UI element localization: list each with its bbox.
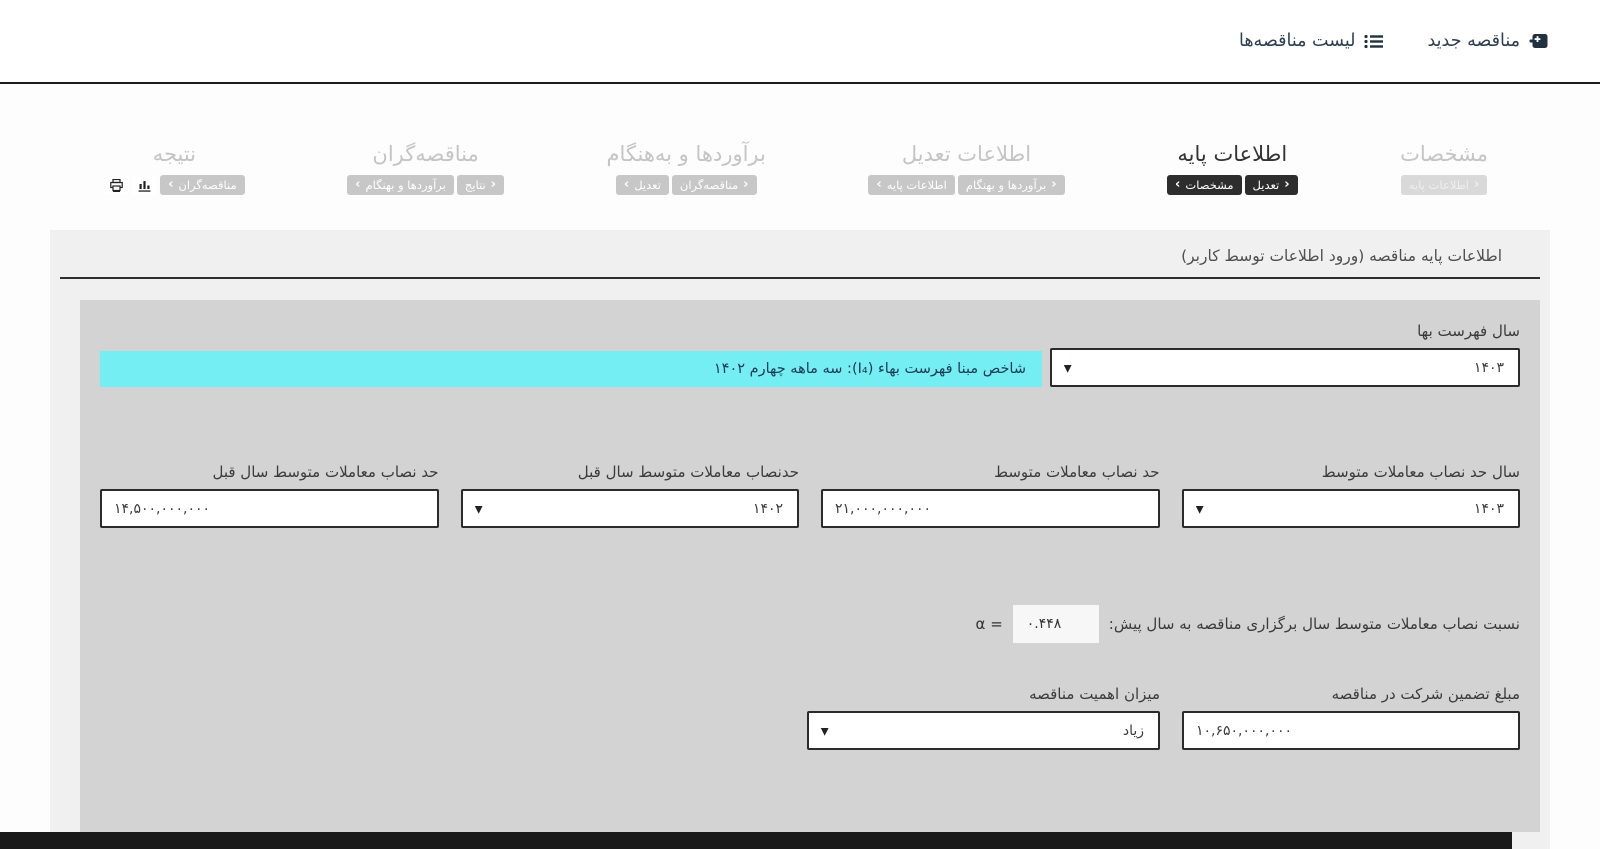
price-list-year-label: سال فهرست بها: [1417, 322, 1520, 340]
nav-new-tender-label: مناقصه جدید: [1427, 31, 1520, 51]
chevron-right-icon: ›: [743, 177, 749, 192]
step-title: اطلاعات تعدیل: [901, 142, 1032, 166]
prev-quorum-amount-label: حد نصاب معاملات متوسط سال قبل: [212, 463, 439, 481]
chart-icon: [138, 180, 151, 192]
printer-icon: [110, 178, 123, 192]
quorum-amount-input[interactable]: [823, 491, 1158, 526]
step-title: مناقصه‌گران: [372, 142, 479, 166]
alpha-symbol: α =: [975, 615, 1003, 633]
alpha-value-box: ۰.۴۴۸: [1012, 605, 1099, 643]
caret-down-icon: ▼: [1195, 502, 1204, 515]
chevron-left-icon: ‹: [1175, 177, 1181, 192]
step-nav-pill[interactable]: نتایج ›: [456, 175, 505, 195]
content-card: اطلاعات پایه مناقصه (ورود اطلاعات توسط ک…: [50, 230, 1550, 849]
step-nav-pill[interactable]: تعدیل ›: [1244, 175, 1298, 195]
chevron-left-icon: ‹: [168, 177, 174, 192]
step-title: اطلاعات پایه: [1177, 142, 1288, 166]
caret-down-icon: ▼: [1063, 361, 1072, 374]
step-nav-pill[interactable]: ‹ تعدیل: [615, 175, 669, 195]
panel-title: اطلاعات پایه مناقصه (ورود اطلاعات توسط ک…: [1181, 247, 1502, 265]
step-title: برآوردها و به‌هنگام: [606, 142, 766, 166]
step-nav-pill[interactable]: ‹ مناقصه‌گران: [160, 175, 245, 195]
step-title: نتیجه: [152, 142, 197, 166]
prev-quorum-amount-field: حد نصاب معاملات متوسط سال قبل: [100, 463, 439, 528]
print-button[interactable]: [104, 175, 130, 195]
step-base-info: اطلاعات پایه ‹ مشخصات تعدیل ›: [1167, 142, 1298, 195]
quorum-amount-label: حد نصاب معاملات متوسط: [994, 463, 1160, 481]
guarantee-field: مبلغ تضمین شرکت در مناقصه: [1182, 685, 1520, 750]
quorum-row: سال حد نصاب معاملات متوسط ۱۴۰۳ ▼ حد نصاب…: [100, 463, 1520, 528]
quorum-year-select[interactable]: ۱۴۰۳ ▼: [1181, 489, 1520, 528]
caret-down-icon: ▼: [474, 502, 483, 515]
chevron-left-icon: ‹: [355, 177, 361, 192]
base-index-note: شاخص مبنا فهرست بهاء (I₄): سه ماهه چهارم…: [100, 351, 1042, 387]
header-divider: [60, 277, 1540, 279]
next-section-edge: [0, 832, 1512, 849]
step-nav-pill[interactable]: ‹ برآوردها و بهنگام: [347, 175, 454, 195]
step-nav-pill[interactable]: برآوردها و بهنگام ›: [957, 175, 1065, 195]
step-specs: مشخصات اطلاعات پایه ›: [1400, 142, 1488, 195]
prev-quorum-year-select[interactable]: ۱۴۰۲ ▼: [460, 489, 799, 528]
prev-quorum-year-field: حدنصاب معاملات متوسط سال قبل ۱۴۰۲ ▼: [460, 463, 799, 528]
caret-down-icon: ▼: [820, 724, 829, 737]
chevron-left-icon: ‹: [623, 177, 630, 192]
importance-label: میزان اهمیت مناقصه: [1029, 685, 1160, 703]
step-bidders: مناقصه‌گران ‹ برآوردها و بهنگام نتایج ›: [347, 142, 505, 195]
chevron-right-icon: ›: [1051, 177, 1057, 192]
guarantee-label: مبلغ تضمین شرکت در مناقصه: [1331, 685, 1520, 703]
prev-quorum-amount-box: [100, 489, 439, 528]
step-nav-pill[interactable]: اطلاعات پایه ›: [1400, 175, 1488, 195]
chevron-right-icon: ›: [490, 177, 497, 192]
quorum-amount-box: [821, 489, 1160, 528]
nav-tender-list-label: لیست مناقصه‌ها: [1239, 31, 1356, 51]
bottom-row: مبلغ تضمین شرکت در مناقصه میزان اهمیت من…: [100, 685, 1520, 750]
importance-field: میزان اهمیت مناقصه زیاد ▼: [807, 685, 1160, 750]
quorum-amount-field: حد نصاب معاملات متوسط: [821, 463, 1160, 528]
nav-new-tender[interactable]: مناقصه جدید: [1427, 31, 1548, 51]
step-result: نتیجه: [104, 142, 245, 195]
price-list-year-select[interactable]: ۱۴۰۳ ▼: [1050, 348, 1520, 387]
base-info-form: سال فهرست بها ۱۴۰۳ ▼ شاخص مبنا فهرست بها…: [80, 300, 1540, 832]
chart-button[interactable]: [132, 175, 158, 195]
wizard-stepper: مشخصات اطلاعات پایه › اطلاعات پایه ‹ مشخ…: [0, 142, 1600, 195]
step-nav-pill[interactable]: ‹ اطلاعات پایه: [868, 175, 955, 195]
step-adjustment-info: اطلاعات تعدیل ‹ اطلاعات پایه برآوردها و …: [868, 142, 1065, 195]
top-navbar: مناقصه جدید لیست مناقصه‌ها: [0, 0, 1600, 84]
step-title: مشخصات: [1400, 142, 1488, 166]
chevron-right-icon: ›: [1284, 177, 1290, 192]
list-icon: [1364, 34, 1384, 48]
new-tender-icon: [1529, 33, 1548, 48]
importance-select[interactable]: زیاد ▼: [807, 711, 1160, 750]
quorum-year-field: سال حد نصاب معاملات متوسط ۱۴۰۳ ▼: [1181, 463, 1520, 528]
price-list-year-row: ۱۴۰۳ ▼ شاخص مبنا فهرست بهاء (I₄): سه ماه…: [100, 348, 1520, 387]
alpha-row: نسبت نصاب معاملات متوسط سال برگزاری مناق…: [100, 605, 1520, 643]
step-nav-pill[interactable]: ‹ مشخصات: [1167, 175, 1242, 195]
chevron-left-icon: ‹: [876, 177, 882, 192]
chevron-right-icon: ›: [1473, 177, 1480, 192]
guarantee-input[interactable]: [1184, 713, 1518, 748]
guarantee-box: [1182, 711, 1520, 750]
price-list-year-value: ۱۴۰۳: [1473, 359, 1504, 376]
alpha-label: نسبت نصاب معاملات متوسط سال برگزاری مناق…: [1108, 615, 1520, 633]
step-estimates: برآوردها و به‌هنگام ‹ تعدیل مناقصه‌گران …: [606, 142, 766, 195]
prev-quorum-amount-input[interactable]: [102, 491, 437, 526]
step-nav-pill[interactable]: مناقصه‌گران ›: [671, 175, 757, 195]
nav-tender-list[interactable]: لیست مناقصه‌ها: [1239, 31, 1384, 51]
prev-quorum-year-label: حدنصاب معاملات متوسط سال قبل: [577, 463, 799, 481]
quorum-year-label: سال حد نصاب معاملات متوسط: [1321, 463, 1520, 481]
